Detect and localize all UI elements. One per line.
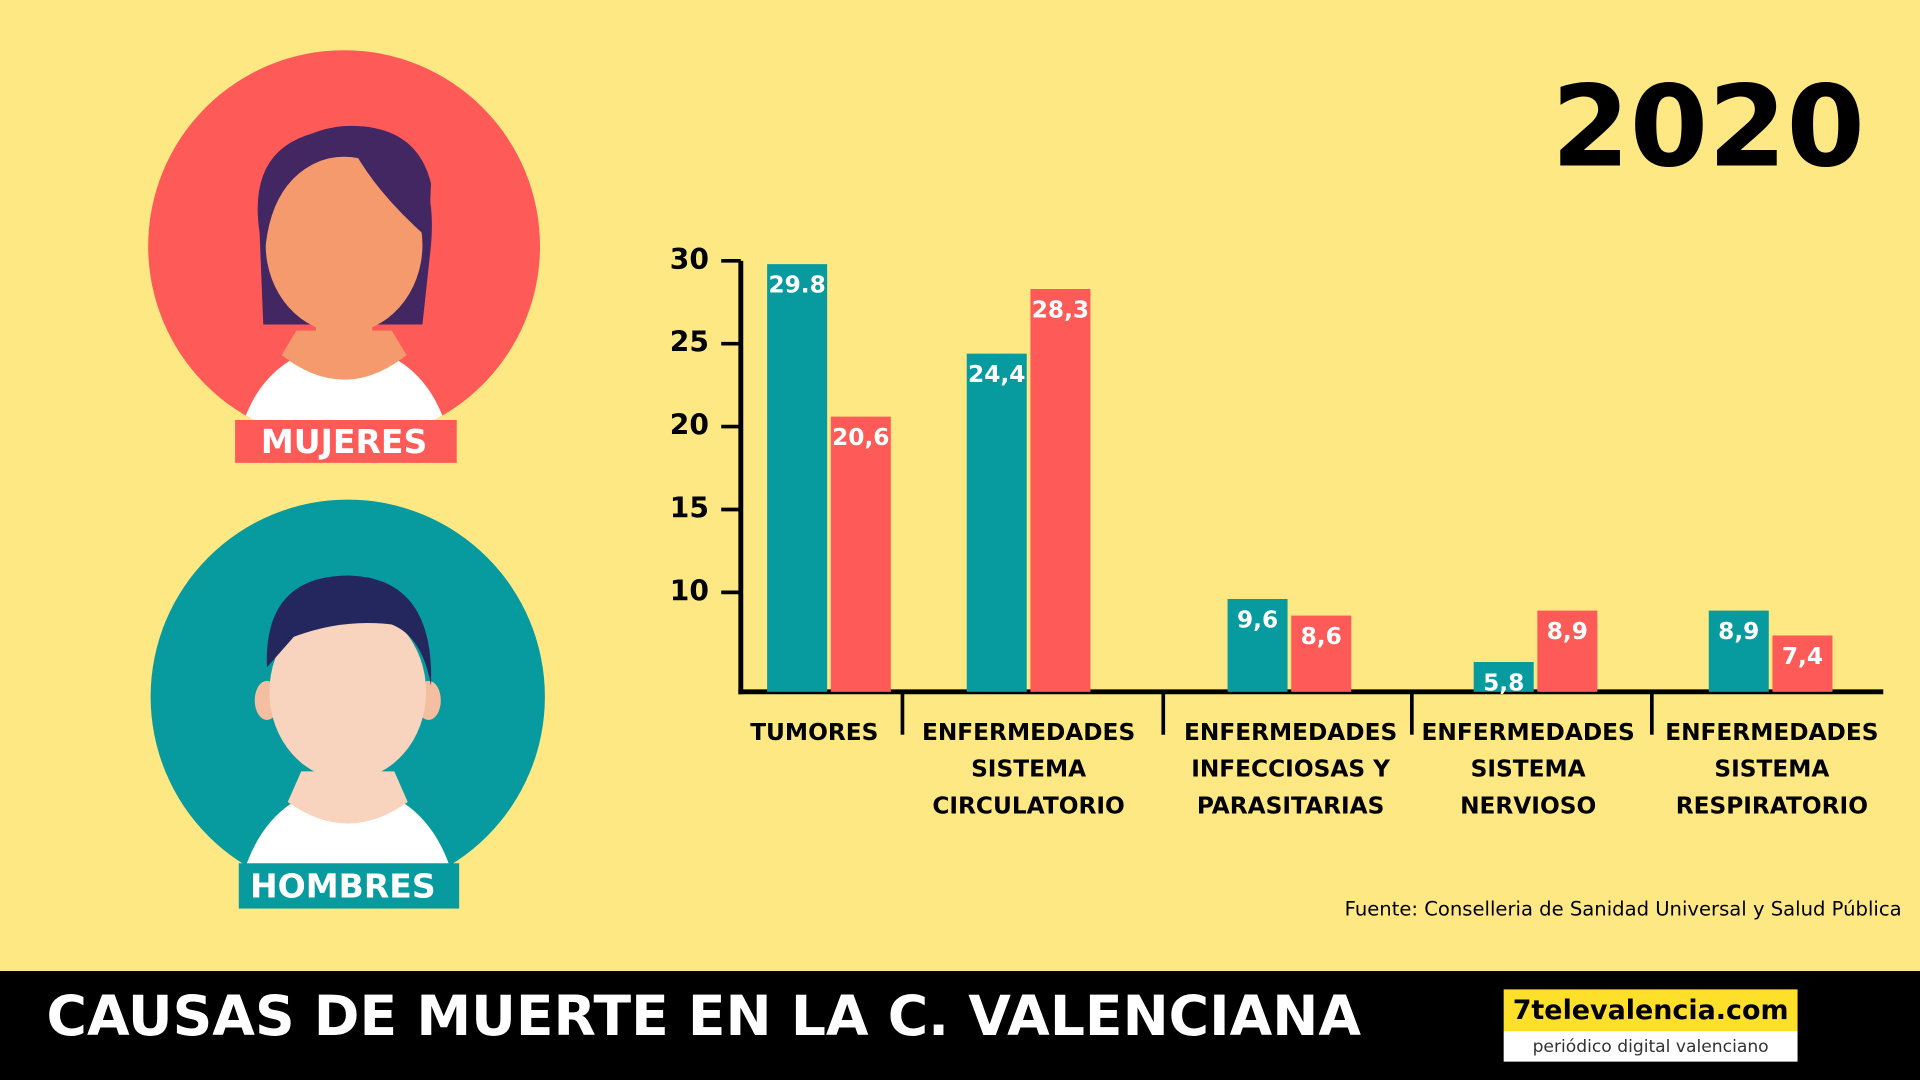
man-avatar (150, 499, 545, 909)
bar (1772, 635, 1833, 692)
x-tick-label: SISTEMA (971, 756, 1086, 783)
value-label: 9,6 (1237, 607, 1278, 634)
x-tick-label: ENFERMEDADES (922, 719, 1135, 746)
bar (966, 353, 1027, 692)
x-tick-label: TUMORES (750, 719, 878, 746)
value-label: 28,3 (1032, 297, 1089, 324)
value-label: 29.8 (768, 272, 825, 299)
source-note: Fuente: Conselleria de Sanidad Universal… (1345, 897, 1902, 920)
x-tick-label: ENFERMEDADES (1665, 719, 1878, 746)
bar (1708, 610, 1769, 692)
y-tick-label: 30 (670, 243, 709, 276)
value-label: 8,9 (1718, 618, 1759, 645)
value-label: 8,6 (1301, 623, 1342, 650)
bar (767, 264, 828, 692)
x-tick-label: RESPIRATORIO (1676, 792, 1868, 819)
brand-tagline: periódico digital valenciano (1533, 1037, 1769, 1057)
woman-avatar (148, 50, 540, 463)
brand-name: 7televalencia.com (1513, 995, 1789, 1026)
legend-label: MUJERES (261, 422, 427, 461)
value-label: 24,4 (968, 361, 1025, 388)
x-tick-label: CIRCULATORIO (932, 792, 1125, 819)
x-tick-label: PARASITARIAS (1197, 792, 1385, 819)
bar (1227, 599, 1288, 692)
chart-title: CAUSAS DE MUERTE EN LA C. VALENCIANA (47, 984, 1362, 1048)
legend-label: HOMBRES (250, 866, 436, 905)
y-tick-label: 25 (670, 326, 709, 359)
y-tick-label: 10 (670, 574, 709, 607)
value-label: 7,4 (1782, 643, 1823, 670)
year-title: 2020 (1551, 60, 1865, 192)
x-tick-label: NERVIOSO (1460, 792, 1596, 819)
brand-box (1503, 989, 1798, 1032)
brand-tagline-box (1503, 1031, 1798, 1062)
bar (830, 416, 891, 692)
x-tick-label: ENFERMEDADES (1422, 719, 1635, 746)
bar (1030, 288, 1091, 692)
x-tick-label: SISTEMA (1714, 756, 1829, 783)
y-tick-label: 20 (670, 409, 709, 442)
bar (1473, 661, 1534, 692)
bar (1291, 615, 1352, 692)
x-tick-label: ENFERMEDADES (1184, 719, 1397, 746)
x-tick-label: INFECCIOSAS Y (1191, 756, 1391, 783)
x-tick-label: SISTEMA (1471, 756, 1586, 783)
value-label: 5,8 (1483, 670, 1524, 697)
bar (1537, 610, 1598, 692)
y-tick-label: 15 (670, 491, 709, 524)
value-label: 20,6 (832, 424, 889, 451)
value-label: 8,9 (1547, 618, 1588, 645)
